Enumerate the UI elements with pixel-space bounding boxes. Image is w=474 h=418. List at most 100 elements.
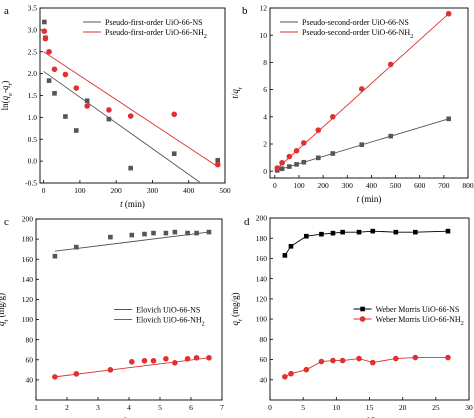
data-point-circle xyxy=(163,355,169,362)
series-1 xyxy=(274,116,451,173)
y-tick-label: 180 xyxy=(22,235,34,244)
panel-a: a 0 100 200 300 400 500 -0.5 0.0 0.5 1.0 1.5 2.0 2.5 3… xyxy=(0,4,231,209)
data-point-square xyxy=(42,19,47,25)
x-tick-label: 2 xyxy=(65,403,69,412)
data-point-circle xyxy=(128,358,135,365)
y-tick-label: 180 xyxy=(256,234,268,243)
data-point-square xyxy=(84,98,90,104)
y-tick-label: 160 xyxy=(256,254,268,263)
legend-label: Elovich UiO-66-NS xyxy=(136,306,200,315)
y-tick-label: 12 xyxy=(260,4,268,13)
data-point-square xyxy=(215,157,221,163)
data-point-circle xyxy=(318,358,325,365)
data-point-square xyxy=(73,128,79,133)
data-point-circle xyxy=(42,35,49,42)
data-point-square xyxy=(370,228,376,234)
data-point-square xyxy=(393,229,399,235)
y-tick-label: 2.0 xyxy=(28,69,38,78)
x-tick-label: 100 xyxy=(74,186,86,195)
data-point-circle xyxy=(46,48,52,55)
data-point-square xyxy=(445,228,451,234)
data-point-square xyxy=(151,230,156,236)
data-point-circle xyxy=(369,359,376,366)
data-point-circle xyxy=(315,127,322,133)
y-tick-label: 1.5 xyxy=(28,91,38,100)
x-tick-label: 700 xyxy=(438,181,450,190)
data-point-square xyxy=(185,230,190,236)
panel-b: b 0 100 200 300 400 500 600 700 800 0 2 4 6 8 10 12 t/qt t… xyxy=(230,4,474,204)
data-point-circle xyxy=(330,357,336,364)
data-point-circle xyxy=(303,366,310,373)
y-tick-label: 4 xyxy=(263,112,267,121)
x-axis-label: t1/2 xyxy=(364,416,375,418)
data-point-circle xyxy=(288,370,294,377)
legend-label: Elovich UiO-66-NH2 xyxy=(136,316,205,328)
panel-c: c 1 2 3 4 5 6 7 40 60 80 100 120 140 160 180 200 qt (mg/g… xyxy=(0,215,224,418)
data-point-circle xyxy=(359,316,366,322)
data-point-square xyxy=(446,116,451,122)
data-point-square xyxy=(315,155,321,161)
data-point-square xyxy=(282,253,288,258)
x-axis-label: t (min) xyxy=(120,199,145,209)
legend: Pseudo-second-order UiO-66-NSPseudo-seco… xyxy=(280,18,413,40)
series-2 xyxy=(52,354,212,380)
x-axis-label: lnt xyxy=(124,416,134,418)
data-point-circle xyxy=(84,103,90,109)
x-tick-label: 3 xyxy=(96,403,100,412)
data-point-circle xyxy=(279,159,285,166)
series-2 xyxy=(41,28,221,168)
y-tick-label: 3.0 xyxy=(28,25,38,34)
data-point-circle xyxy=(206,354,212,361)
data-point-circle xyxy=(301,140,307,146)
data-point-circle xyxy=(412,354,419,361)
data-point-circle xyxy=(445,354,451,361)
plot-frame xyxy=(269,7,469,179)
data-point-circle xyxy=(106,107,112,113)
x-tick-label: 400 xyxy=(183,186,195,195)
data-point-square xyxy=(163,230,169,236)
data-point-square xyxy=(287,164,292,169)
data-point-circle xyxy=(282,373,288,380)
x-tick-label: 400 xyxy=(366,181,378,190)
x-tick-label: 0 xyxy=(268,403,272,412)
series-2 xyxy=(274,10,452,171)
fit-line xyxy=(43,71,200,183)
data-point-circle xyxy=(286,153,293,160)
data-point-square xyxy=(52,253,58,259)
x-tick-label: 800 xyxy=(462,181,474,190)
fit-line xyxy=(54,231,210,252)
series-line xyxy=(284,357,448,378)
y-tick-label: 2.5 xyxy=(28,47,38,56)
data-point-circle xyxy=(41,28,48,34)
data-point-circle xyxy=(358,86,365,92)
x-tick-label: 10 xyxy=(333,403,341,412)
data-point-square xyxy=(301,159,307,165)
x-tick-label: 200 xyxy=(111,186,123,195)
y-tick-label: 10 xyxy=(260,31,268,40)
series-line xyxy=(284,230,448,256)
data-point-square xyxy=(52,91,57,96)
data-point-square xyxy=(413,229,418,235)
y-tick-label: 160 xyxy=(22,255,34,264)
data-point-square xyxy=(129,232,135,238)
x-tick-label: 500 xyxy=(390,181,402,190)
y-tick-label: 40 xyxy=(26,375,34,384)
y-tick-label: 80 xyxy=(260,335,268,344)
data-point-circle xyxy=(184,355,191,362)
data-point-circle xyxy=(193,354,200,361)
y-axis-label: qt (mg/g) xyxy=(0,293,10,326)
y-tick-label: 6 xyxy=(263,85,267,94)
data-point-square xyxy=(279,166,285,172)
y-axis-label: t/qt xyxy=(230,87,244,99)
series-2 xyxy=(282,354,451,380)
data-point-square xyxy=(304,233,309,239)
legend-label: Pseudo-first-order UiO-66-NH2 xyxy=(105,28,207,40)
data-point-square xyxy=(340,229,345,235)
y-axis-label: qt (mg/g) xyxy=(230,292,244,325)
data-point-circle xyxy=(51,66,58,73)
data-point-circle xyxy=(127,113,134,119)
y-tick-label: 80 xyxy=(26,335,34,344)
y-tick-label: 0.0 xyxy=(28,157,38,166)
data-point-circle xyxy=(73,85,80,91)
